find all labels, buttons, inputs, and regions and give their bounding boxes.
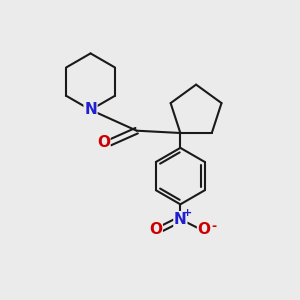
Text: O: O bbox=[149, 222, 162, 237]
Text: -: - bbox=[211, 220, 216, 233]
Text: +: + bbox=[183, 208, 192, 218]
Text: O: O bbox=[97, 135, 110, 150]
Text: O: O bbox=[198, 222, 211, 237]
Text: N: N bbox=[174, 212, 187, 227]
Text: N: N bbox=[84, 102, 97, 117]
